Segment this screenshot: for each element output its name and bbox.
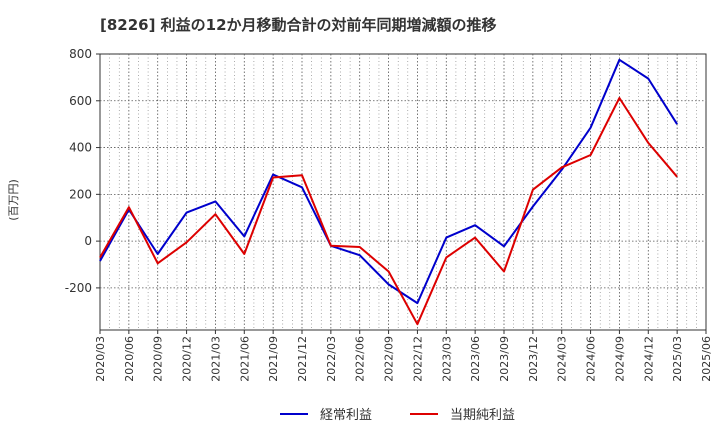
series-line-2 (99, 97, 678, 326)
y-tick-label: -200 (65, 281, 92, 295)
x-tick-label: 2022/03 (325, 336, 338, 382)
y-tick-label: 200 (69, 187, 92, 201)
x-tick-label: 2020/09 (152, 336, 165, 382)
x-tick-label: 2023/06 (469, 336, 482, 382)
x-tick-label: 2022/09 (383, 336, 396, 382)
plot-area-border (99, 53, 707, 331)
y-tick-label: 800 (69, 47, 92, 61)
x-tick-label: 2020/03 (94, 336, 107, 382)
x-tick-label: 2024/06 (585, 336, 598, 382)
x-tick-label: 2025/06 (700, 336, 713, 382)
x-tick-label: 2024/09 (613, 336, 626, 382)
x-tick-label: 2023/03 (440, 336, 453, 382)
x-tick-label: 2022/12 (411, 336, 424, 382)
series-line-1 (99, 58, 678, 305)
x-tick-label: 2021/12 (296, 336, 309, 382)
y-tick-label: 600 (69, 94, 92, 108)
y-tick-label: 400 (69, 141, 92, 155)
x-tick-label: 2020/06 (123, 336, 136, 382)
x-tick-label: 2024/12 (642, 336, 655, 382)
y-tick-label: 0 (84, 234, 92, 248)
x-axis: 2020/03 2020/06 2020/09 2020/12 2021/03 2021/… (94, 330, 713, 382)
x-tick-label: 2021/06 (238, 336, 251, 382)
legend-label-1: 経常利益 (320, 408, 372, 423)
legend: 経常利益 当期純利益 (280, 408, 515, 423)
x-tick-label: 2021/03 (209, 336, 222, 382)
y-axis-label: (百万円) (7, 179, 20, 221)
x-tick-label: 2020/12 (181, 336, 194, 382)
series (99, 58, 678, 326)
x-tick-label: 2021/09 (267, 336, 280, 382)
x-tick-label: 2023/12 (527, 336, 540, 382)
grid (100, 54, 706, 330)
legend-label-2: 当期純利益 (450, 408, 515, 423)
x-tick-label: 2022/06 (354, 336, 367, 382)
x-tick-label: 2024/03 (556, 336, 569, 382)
x-tick-label: 2025/03 (671, 336, 684, 382)
chart-title: [8226] 利益の12か月移動合計の対前年同期増減額の推移 (100, 16, 497, 34)
x-tick-label: 2023/09 (498, 336, 511, 382)
y-axis: -200 0 200 400 600 800 (65, 47, 100, 295)
